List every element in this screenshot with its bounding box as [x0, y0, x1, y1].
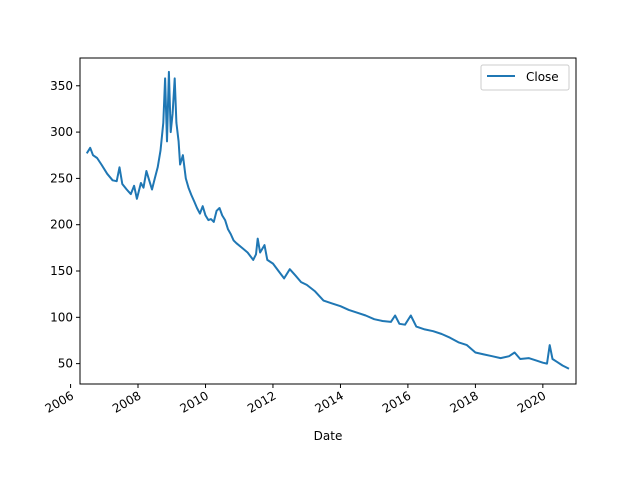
- legend-box: [480, 64, 570, 91]
- y-tick-label: 50: [58, 357, 73, 371]
- plot-frame: [79, 57, 577, 385]
- series-line-close: [85, 70, 570, 370]
- y-tick-label: 150: [50, 264, 73, 278]
- x-axis-label: Date: [314, 429, 343, 443]
- y-tick-label: 200: [50, 218, 73, 232]
- legend: Close: [480, 64, 570, 91]
- plot-area: [80, 58, 576, 384]
- y-axis-ticks: 50 100 150 200 250 300 350: [50, 79, 80, 371]
- y-tick-label: 100: [50, 310, 73, 324]
- legend-label-close: Close: [526, 70, 559, 84]
- y-tick-label: 350: [50, 79, 73, 93]
- y-tick-label: 300: [50, 125, 73, 139]
- y-tick-label: 250: [50, 171, 73, 185]
